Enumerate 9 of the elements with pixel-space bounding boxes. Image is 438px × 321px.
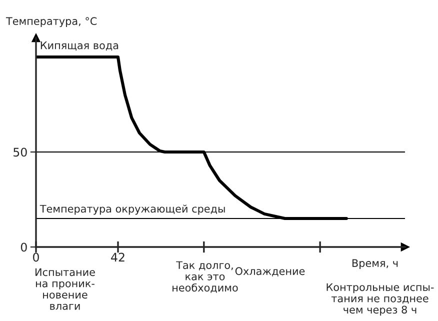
ref-line-label: Температура окружающей среды bbox=[40, 204, 225, 215]
text: Испытание на проник- новение влаги bbox=[36, 268, 95, 310]
annotation: Кипящая вода bbox=[40, 42, 118, 51]
text: Контрольные испы- тания не позднее чем через 8 ч bbox=[326, 283, 434, 316]
text: Охлаждение bbox=[235, 267, 305, 276]
y-axis-title: Температура, °C bbox=[6, 17, 97, 28]
y-tick-label: 50 bbox=[14, 148, 27, 157]
x-tick-label: 42 bbox=[111, 252, 124, 262]
x-axis-title: Время, ч bbox=[352, 259, 398, 270]
